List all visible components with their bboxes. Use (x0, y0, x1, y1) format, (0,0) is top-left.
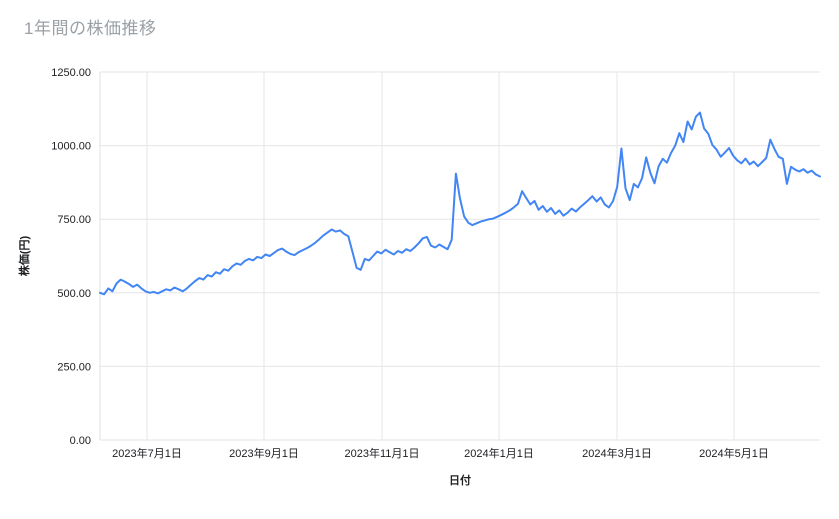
stock-price-line (99, 111, 821, 296)
y-tick-label: 0.00 (70, 435, 91, 447)
x-tick-label: 2024年5月1日 (699, 446, 769, 460)
x-tick-label: 2023年7月1日 (112, 446, 182, 460)
x-axis-title: 日付 (449, 473, 471, 487)
x-tick-label: 2023年11月1日 (345, 446, 420, 460)
y-axis-title: 株価(円) (17, 236, 31, 277)
x-tick-label: 2024年1月1日 (464, 446, 534, 460)
x-tick-label: 2024年3月1日 (582, 446, 652, 460)
y-tick-label: 1250.00 (51, 67, 91, 79)
y-tick-label: 250.00 (57, 361, 91, 373)
y-tick-label: 1000.00 (51, 141, 91, 153)
x-tick-label: 2023年9月1日 (229, 446, 299, 460)
y-tick-label: 500.00 (57, 288, 91, 300)
y-tick-label: 750.00 (57, 214, 91, 226)
chart-title: 1年間の株価推移 (24, 19, 157, 38)
